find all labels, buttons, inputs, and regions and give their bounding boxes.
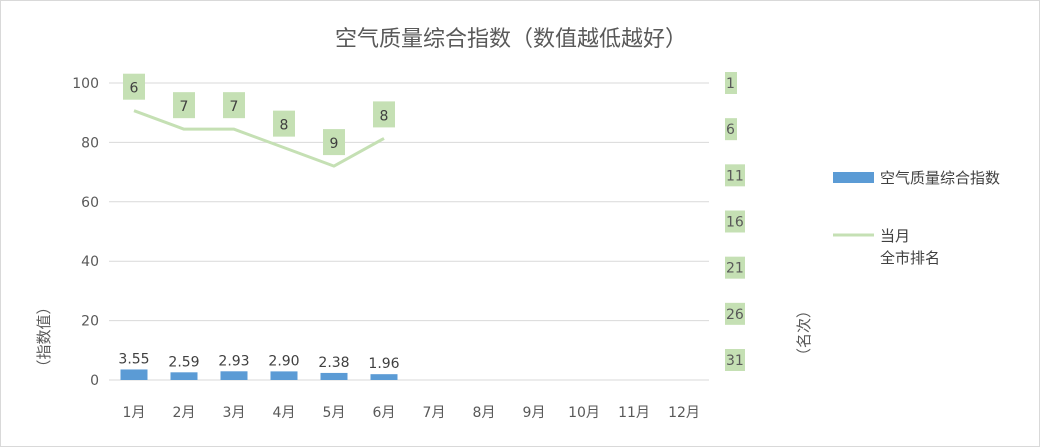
rank-label-bg (323, 129, 345, 156)
rank-data-labels: 6 7 7 8 9 8 (123, 73, 395, 156)
rank-data-label: 9 (330, 136, 339, 152)
left-axis-ticks: 0 20 40 60 80 100 (72, 76, 99, 389)
bar-series (120, 369, 398, 380)
x-axis-ticks: 1月 2月 3月 4月 5月 6月 7月 8月 9月 10月 11月 12月 (123, 405, 700, 421)
y-right-tick-bg (725, 72, 737, 94)
y-right-tick-bg (725, 349, 745, 371)
y-right-tick-bg (725, 210, 745, 233)
x-tick-label: 2月 (173, 405, 196, 421)
y-left-tick-label: 80 (81, 135, 99, 151)
y-left-tick-label: 40 (81, 254, 99, 270)
y-left-tick-label: 100 (72, 76, 99, 92)
y-right-tick-label: 26 (726, 307, 744, 323)
x-tick-label: 8月 (473, 405, 496, 421)
y-left-tick-label: 0 (90, 373, 99, 389)
y-left-axis-title: （指数值） (35, 299, 53, 374)
y-right-tick-label: 11 (726, 168, 744, 184)
legend-line-label: 当月全市排名 (880, 227, 940, 267)
y-right-tick-bg (725, 302, 745, 325)
legend-bar-label: 空气质量综合指数 (880, 169, 1000, 187)
bar-data-label: 2.38 (318, 355, 349, 371)
x-tick-label: 10月 (568, 405, 600, 421)
gridlines (109, 82, 709, 381)
rank-label-bg (173, 92, 195, 119)
rank-label-bg (223, 92, 245, 119)
rank-data-label: 7 (230, 99, 239, 115)
x-tick-label: 5月 (323, 405, 346, 421)
bar (220, 371, 248, 380)
bar-data-label: 1.96 (368, 356, 399, 372)
rank-data-label: 6 (130, 81, 139, 97)
y-right-tick-label: 16 (726, 215, 744, 231)
rank-data-label: 8 (280, 118, 289, 134)
bar (120, 369, 148, 380)
bar-data-label: 3.55 (118, 351, 149, 367)
x-tick-label: 11月 (618, 405, 650, 421)
rank-line (133, 109, 385, 168)
y-right-axis-title: （名次） (795, 303, 813, 363)
rank-data-label: 7 (180, 99, 189, 115)
y-left-tick-label: 20 (81, 314, 99, 330)
bar-data-labels: 3.55 2.59 2.93 2.90 2.38 1.96 (118, 351, 399, 372)
bar-data-label: 2.93 (218, 353, 249, 369)
legend-bar-swatch (833, 172, 874, 183)
bar-data-label: 2.59 (168, 354, 199, 370)
y-right-tick-bg (725, 164, 745, 187)
rank-data-label: 8 (380, 108, 389, 124)
y-right-tick-label: 1 (726, 76, 735, 92)
bar (370, 374, 398, 380)
y-right-tick-label: 31 (726, 353, 744, 369)
y-right-tick-bg (725, 256, 745, 279)
y-right-tick-bg (725, 118, 737, 141)
line-series (133, 109, 385, 168)
x-tick-label: 6月 (373, 405, 396, 421)
x-tick-label: 12月 (668, 405, 700, 421)
x-tick-label: 7月 (423, 405, 446, 421)
x-tick-label: 3月 (223, 405, 246, 421)
bar (270, 371, 298, 380)
x-tick-label: 9月 (523, 405, 546, 421)
bar-data-label: 2.90 (268, 353, 299, 369)
y-right-tick-label: 21 (726, 261, 744, 277)
bar (170, 372, 198, 380)
y-left-tick-label: 60 (81, 195, 99, 211)
rank-label-bg (123, 73, 145, 100)
x-tick-label: 4月 (273, 405, 296, 421)
x-tick-label: 1月 (123, 405, 146, 421)
bar (320, 372, 348, 380)
y-right-tick-label: 6 (726, 122, 735, 138)
rank-label-bg (373, 101, 395, 128)
rank-label-bg (273, 110, 295, 137)
chart-title: 空气质量综合指数（数值越低越好） (335, 27, 687, 52)
